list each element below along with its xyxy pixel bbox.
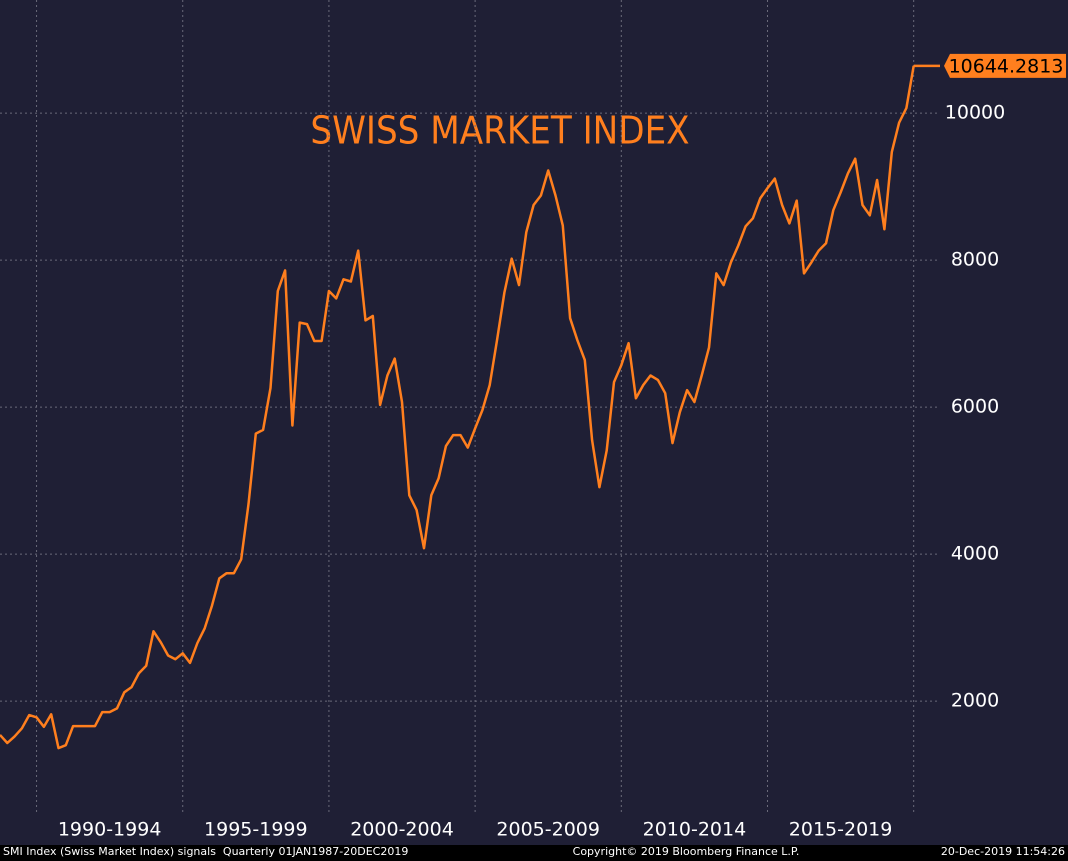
x-tick-label: 2015-2019 — [789, 819, 893, 841]
footer-right: 20-Dec-2019 11:54:26 — [941, 845, 1065, 858]
y-tick-label: 8000 — [951, 249, 999, 271]
y-tick-label: 4000 — [951, 543, 999, 565]
y-tick-label: 10000 — [945, 102, 1005, 124]
chart-title: SWISS MARKET INDEX — [310, 109, 689, 153]
footer-left: SMI Index (Swiss Market Index) signals Q… — [3, 845, 408, 858]
last-value-label: 10644.2813 — [949, 55, 1064, 77]
x-tick-label: 1990-1994 — [58, 819, 162, 841]
y-tick-label: 2000 — [951, 690, 999, 712]
x-tick-label: 2005-2009 — [496, 819, 600, 841]
x-tick-label: 2010-2014 — [643, 819, 747, 841]
x-tick-label: 1995-1999 — [204, 819, 308, 841]
footer-center: Copyright© 2019 Bloomberg Finance L.P. — [573, 845, 800, 858]
y-tick-label: 6000 — [951, 396, 999, 418]
last-value-box — [944, 53, 1066, 78]
x-tick-label: 2000-2004 — [350, 819, 454, 841]
series-line — [0, 65, 915, 750]
